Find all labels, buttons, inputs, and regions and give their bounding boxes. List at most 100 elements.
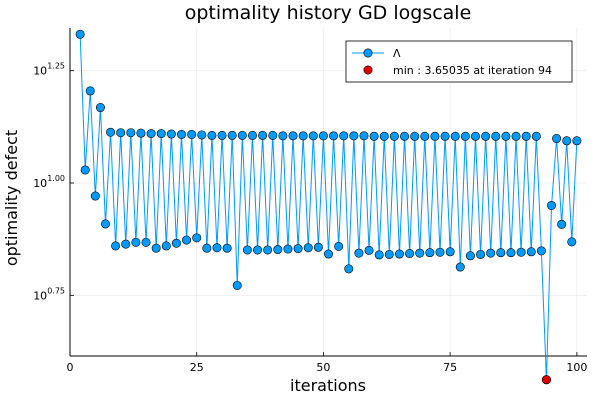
x-tick-label: 100 [566,361,587,374]
data-point [405,249,415,259]
data-point [197,130,207,140]
data-point [476,249,486,259]
x-tick-label: 50 [316,361,330,374]
data-point [232,280,242,290]
data-point [263,245,273,255]
data-point [288,131,298,141]
data-point [501,131,511,141]
data-point [455,262,465,272]
data-point [126,128,136,138]
data-point [440,131,450,141]
data-point [217,130,227,140]
data-point [420,131,430,141]
y-axis-label: optimality defect [2,130,21,266]
data-point [323,249,333,259]
y-tick-exponent: 1.00 [47,174,65,183]
data-point [106,127,116,137]
y-tick-base: 10 [33,289,47,302]
data-point [227,130,237,140]
data-point [491,131,501,141]
data-point [161,241,171,251]
data-point [374,250,384,260]
series-layer [75,29,582,385]
data-point [460,131,470,141]
data-point [334,241,344,251]
data-point [156,129,166,139]
data-point [278,131,288,141]
data-point [470,131,480,141]
x-axis-label: iterations [290,376,366,395]
data-point [430,131,440,141]
data-point [212,243,222,253]
x-tick-label: 25 [190,361,204,374]
data-point [552,134,562,144]
data-point [298,131,308,141]
data-point [283,244,293,254]
y-tick-base: 10 [33,65,47,78]
data-point [400,131,410,141]
data-point [389,131,399,141]
data-point [425,248,435,258]
data-point [85,86,95,96]
y-tick-label: 101.25 [33,62,65,78]
data-point [379,131,389,141]
legend: Λ min : 3.65035 at iteration 94 [345,40,573,83]
y-tick-exponent: 1.25 [47,62,65,71]
data-point [486,248,496,258]
data-point [116,128,126,138]
data-point [222,243,232,253]
data-point [516,247,526,257]
data-point [450,131,460,141]
data-point [496,248,506,258]
data-point [151,243,161,253]
data-point [166,129,176,139]
data-point [202,243,212,253]
data-point [329,131,339,141]
data-point [364,245,374,255]
data-point [384,249,394,259]
data-point [567,237,577,247]
axes [69,28,587,357]
data-point [253,245,263,255]
data-point [177,129,187,139]
legend-box [345,40,573,83]
data-point [349,131,359,141]
data-point [369,131,379,141]
data-point [136,128,146,138]
data-point [562,136,572,146]
data-point [445,247,455,257]
data-point [547,200,557,210]
min-point [541,375,551,385]
legend-label-lambda: Λ [393,47,401,60]
data-point [465,251,475,261]
data-point [313,242,323,252]
data-point [506,248,516,258]
data-point [187,129,197,139]
data-point [526,247,536,257]
data-point [339,131,349,141]
data-point [192,233,202,243]
data-point [354,248,364,258]
data-point [359,131,369,141]
data-point [258,130,268,140]
data-point [511,131,521,141]
data-point [536,246,546,256]
data-point [90,191,100,201]
y-tick-exponent: 0.75 [47,286,65,295]
y-tick-base: 10 [33,177,47,190]
data-point [182,235,192,245]
legend-label-min: min : 3.65035 at iteration 94 [393,64,552,77]
x-ticks: 0 25 50 75 100 [67,352,587,374]
data-point [318,131,328,141]
data-point [247,130,257,140]
data-point [481,131,491,141]
data-point [111,241,121,251]
data-point [308,131,318,141]
data-point [435,247,445,257]
data-point [531,131,541,141]
data-point [171,238,181,248]
data-point [242,245,252,255]
legend-min-marker-icon [363,65,373,75]
